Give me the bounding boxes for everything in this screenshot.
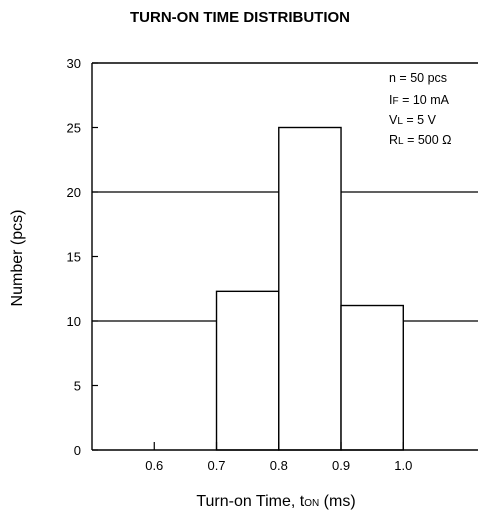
histogram-bars [215,126,404,451]
x-tick-label: 0.8 [270,458,288,473]
chart-title: TURN-ON TIME DISTRIBUTION [130,9,350,26]
x-axis-label: Turn-on Time, tON (ms) [196,493,355,510]
annotation-rl: RL = 500 Ω [389,133,452,147]
annotation-vl-sub: L [397,116,403,127]
histogram-bar [340,304,404,451]
annotation-rl-main: R [389,133,398,147]
histogram-bar [215,290,280,451]
annotation-vl-value: = 5 V [403,113,437,127]
annotation-if-value: = 10 mA [399,93,450,107]
annotation-rl-sub: L [398,136,404,147]
y-tick-label: 5 [74,379,81,394]
x-axis-label-suffix: (ms) [319,493,355,510]
x-tick-label: 1.0 [394,458,412,473]
annotation-n: n = 50 pcs [389,71,447,85]
y-axis-label: Number (pcs) [9,210,26,307]
y-tick-label: 10 [67,314,81,329]
x-axis-label-subscript: ON [304,498,319,509]
y-tick-label: 25 [67,121,81,136]
y-tick-label: 30 [67,56,81,71]
histogram-bar [278,126,342,451]
y-tick-label: 0 [74,443,81,458]
x-tick-label: 0.6 [145,458,163,473]
y-tick-label: 20 [67,185,81,200]
annotation-vl-main: V [389,113,398,127]
annotation-rl-value: = 500 Ω [404,133,452,147]
y-tick-label: 15 [67,250,81,265]
annotation-if: IF = 10 mA [389,93,450,107]
x-axis-label-prefix: Turn-on Time, t [196,493,304,510]
conditions-annotation: n = 50 pcs IF = 10 mA VL = 5 V RL = 500 … [389,71,452,147]
annotation-vl: VL = 5 V [389,113,437,127]
annotation-if-sub: F [392,96,398,107]
annotation-if-main: I [389,93,392,107]
x-tick-label: 0.9 [332,458,350,473]
x-tick-label: 0.7 [207,458,225,473]
axes: 0 5 10 15 20 25 30 0.6 0.7 0.8 0.9 1.0 [67,56,478,473]
